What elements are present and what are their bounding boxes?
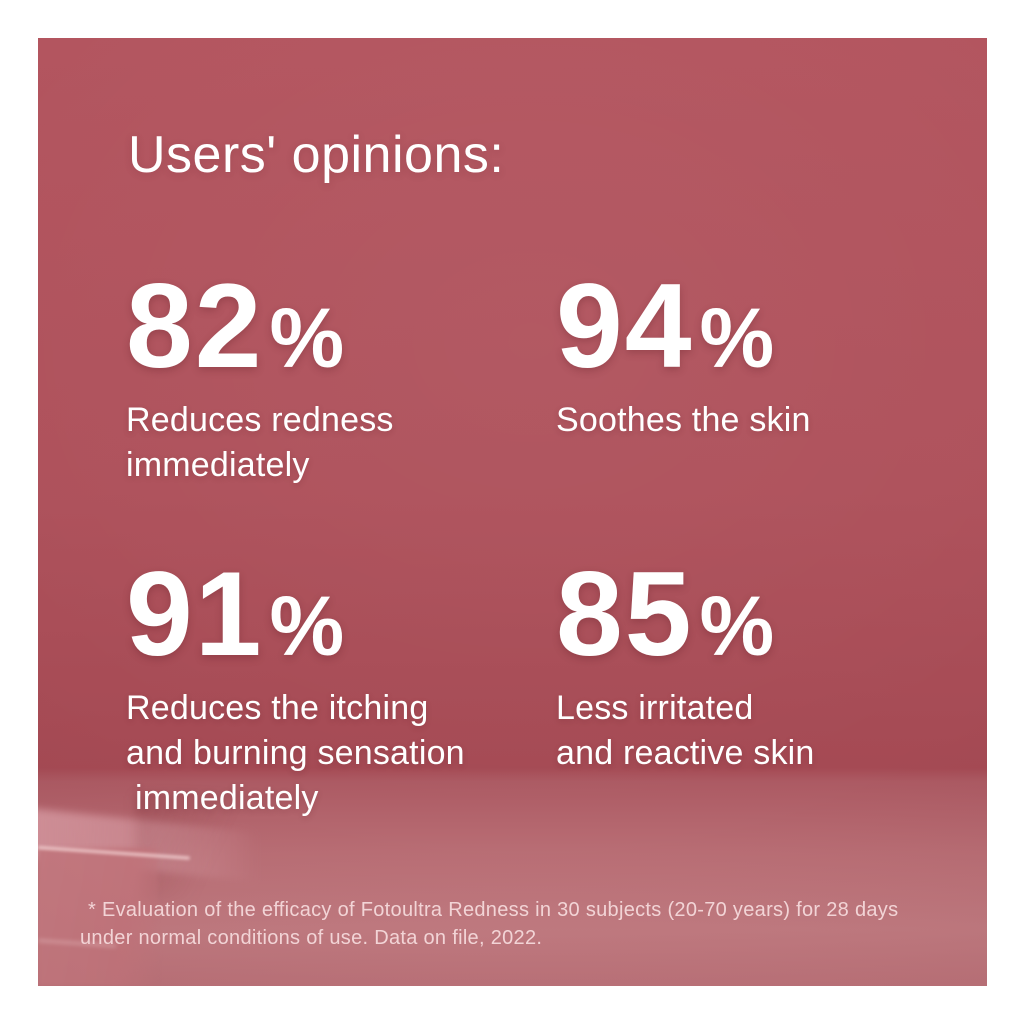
stat-value: 94%	[556, 266, 811, 398]
stat-label-line: Reduces the itching	[126, 689, 429, 727]
stat-soothes-skin: 94% Soothes the skin	[556, 266, 811, 443]
stat-label-line: immediately	[126, 446, 310, 484]
stat-reduces-itching: 91% Reduces the itching and burning sens…	[126, 554, 465, 821]
stat-number: 91	[126, 547, 264, 681]
percent-sign: %	[699, 291, 775, 385]
footnote-line: under normal conditions of use. Data on …	[80, 927, 543, 949]
percent-sign: %	[699, 579, 775, 673]
page-title: Users' opinions:	[128, 126, 505, 184]
stat-number: 85	[556, 547, 694, 681]
percent-sign: %	[269, 579, 345, 673]
stat-number: 82	[126, 259, 264, 393]
stat-label: Soothes the skin	[556, 398, 811, 443]
footnote-line: * Evaluation of the efficacy of Fotoultr…	[88, 899, 899, 921]
stat-label: Reduces redness immediately	[126, 398, 394, 488]
stat-label-line: Soothes the skin	[556, 401, 811, 439]
footnote: * Evaluation of the efficacy of Fotoultr…	[80, 896, 898, 952]
stat-value: 91%	[126, 554, 465, 686]
scene-background: Users' opinions: 82% Reduces redness imm…	[38, 38, 987, 986]
stat-label-line: immediately	[135, 779, 319, 817]
stat-less-irritated: 85% Less irritated and reactive skin	[556, 554, 815, 776]
stat-label: Less irritated and reactive skin	[556, 686, 815, 776]
podium-front-face	[38, 848, 158, 986]
stat-reduces-redness: 82% Reduces redness immediately	[126, 266, 394, 488]
stat-label-line: and reactive skin	[556, 734, 815, 772]
percent-sign: %	[269, 291, 345, 385]
stat-label-line: Reduces redness	[126, 401, 394, 439]
stat-number: 94	[556, 259, 694, 393]
stat-value: 82%	[126, 266, 394, 398]
stat-value: 85%	[556, 554, 815, 686]
stat-label: Reduces the itching and burning sensatio…	[126, 686, 465, 821]
stat-label-line: Less irritated	[556, 689, 754, 727]
stat-label-line: and burning sensation	[126, 734, 465, 772]
